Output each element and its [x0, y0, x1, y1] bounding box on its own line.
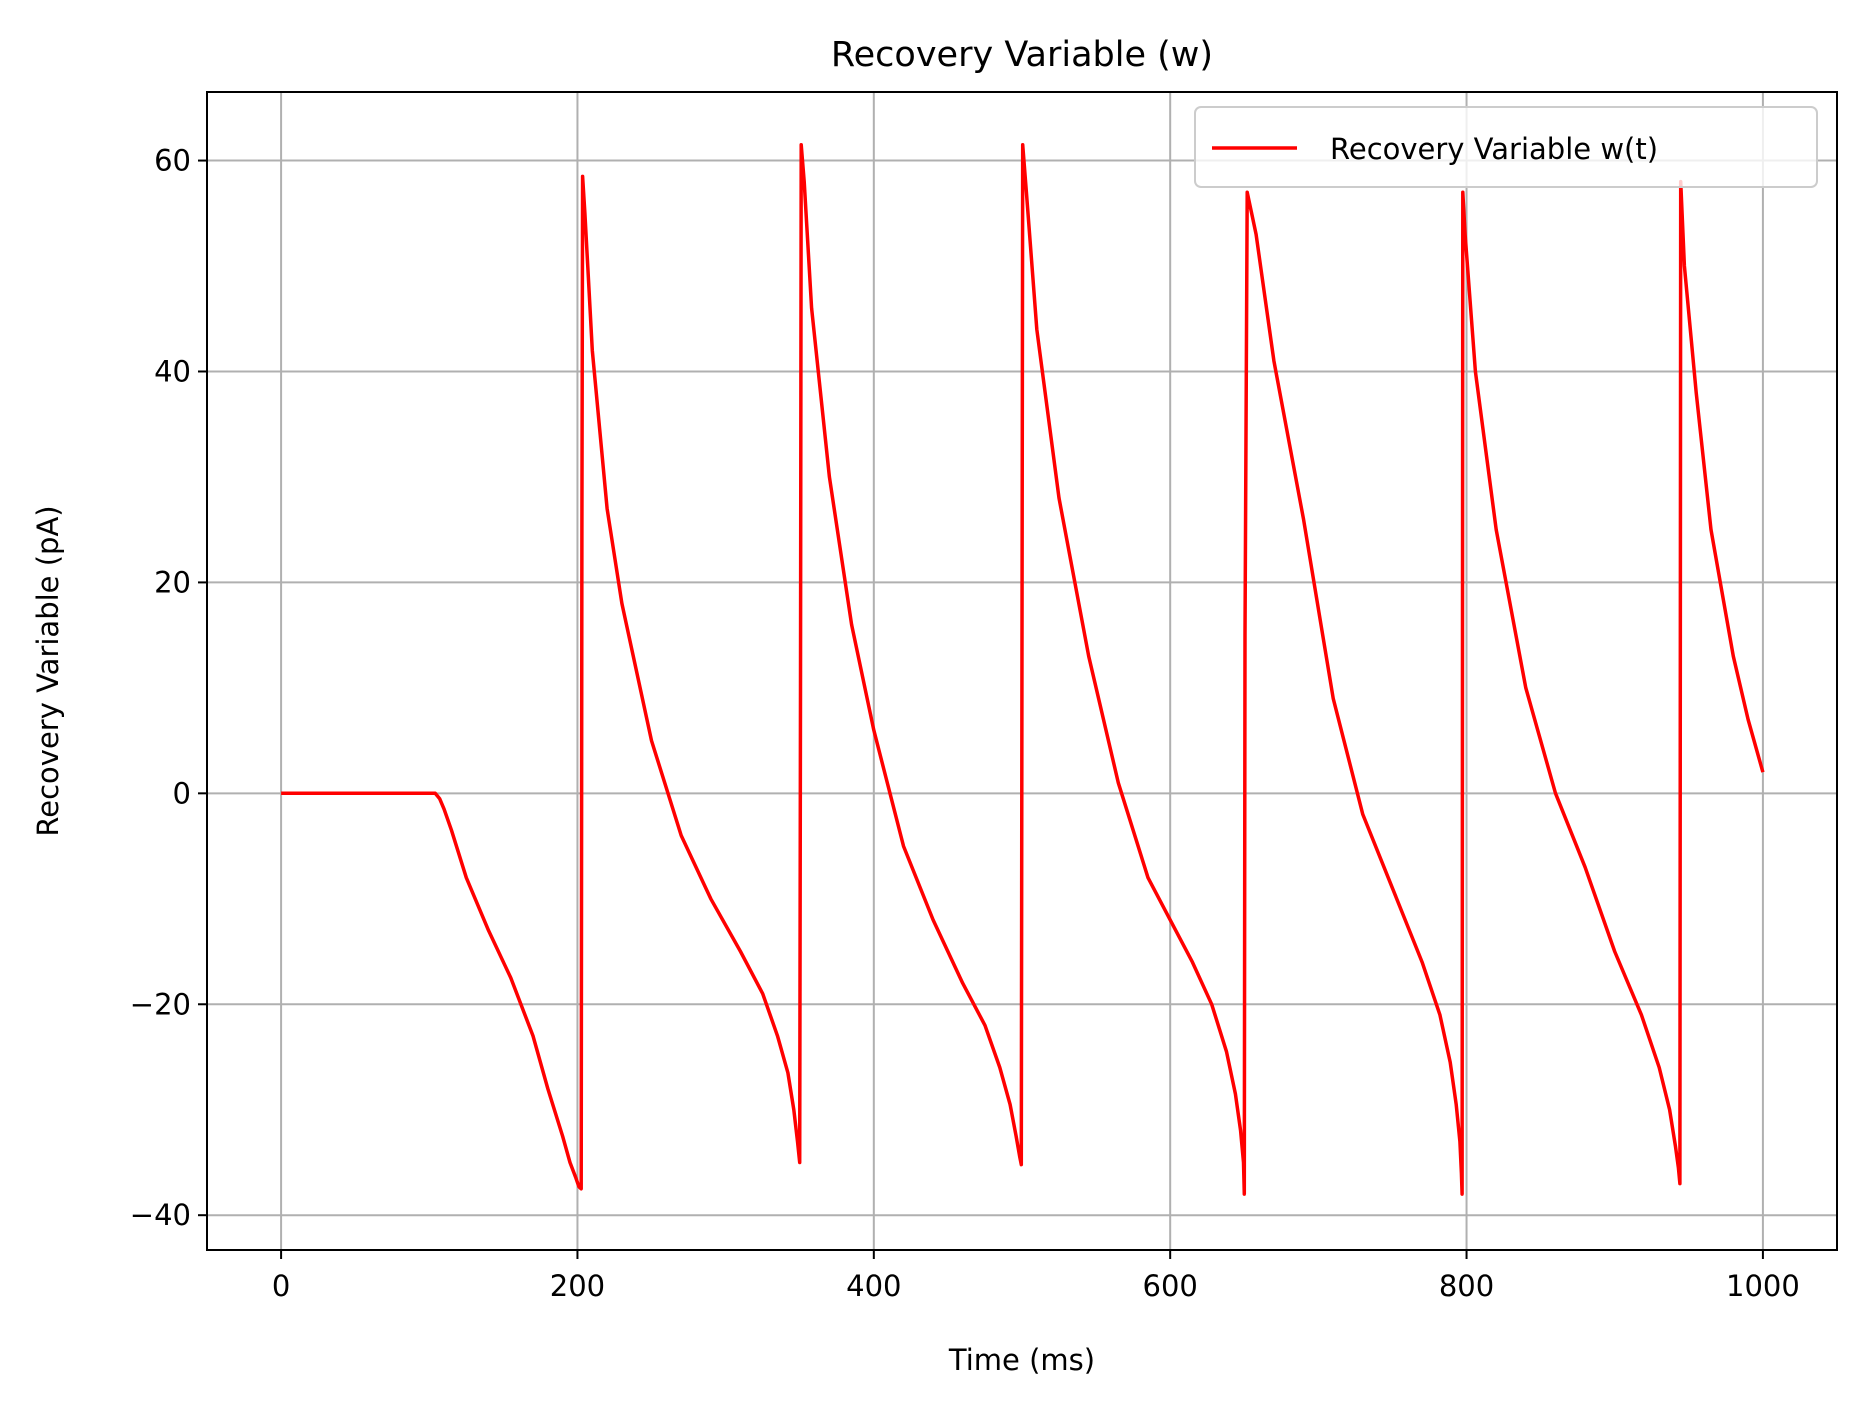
x-tick-label: 200: [550, 1269, 605, 1303]
x-axis-title: Time (ms): [948, 1343, 1095, 1377]
x-tick-label: 600: [1143, 1269, 1198, 1303]
x-tick-label: 0: [272, 1269, 290, 1303]
plot-area-frame: [206, 91, 1838, 1251]
series-line-0: [281, 142, 1765, 1196]
series-layer: [281, 142, 1765, 1196]
x-tick-label: 800: [1439, 1269, 1494, 1303]
legend-box: [1194, 106, 1818, 188]
y-tick-label: 60: [154, 144, 191, 178]
chart-title: Recovery Variable (w): [831, 35, 1213, 75]
y-axis-title: Recovery Variable (pA): [31, 505, 65, 836]
y-tick-label: −40: [130, 1198, 191, 1232]
y-tick-label: −20: [130, 987, 191, 1021]
y-tick-label: 0: [173, 776, 191, 810]
y-tick-label: 20: [154, 565, 191, 599]
y-tick-label: 40: [154, 354, 191, 388]
legend-label: Recovery Variable w(t): [1330, 132, 1658, 166]
x-tick-label: 400: [846, 1269, 901, 1303]
axis-ticks: 0 200 400 600 800 1000 −40 −20 0 20 40 60: [130, 144, 1800, 1303]
x-tick-label: 1000: [1726, 1269, 1800, 1303]
legend: Recovery Variable w(t): [1194, 106, 1818, 188]
